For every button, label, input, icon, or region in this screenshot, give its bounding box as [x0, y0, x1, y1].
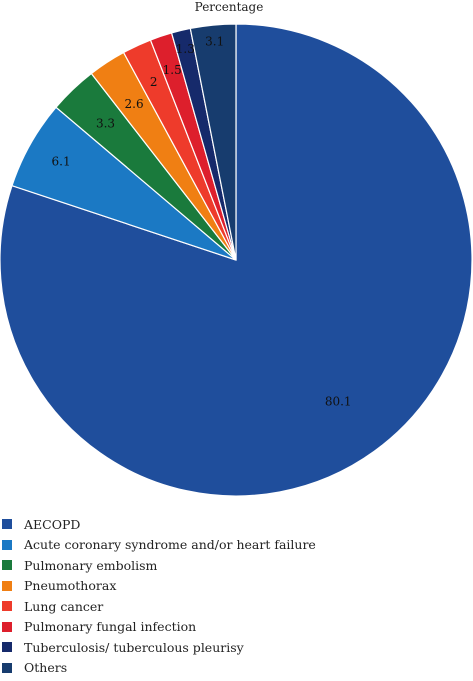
legend-item: Pneumothorax [2, 576, 316, 597]
legend-swatch [2, 601, 12, 612]
legend-item: Pulmonary fungal infection [2, 617, 316, 638]
pie-slices [0, 23, 473, 497]
chart-title: Percentage [195, 0, 264, 14]
legend-item: Lung cancer [2, 596, 316, 617]
legend-item: Pulmonary embolism [2, 555, 316, 576]
legend-swatch [2, 560, 12, 571]
legend-item: Tuberculosis/ tuberculous pleurisy [2, 637, 316, 658]
legend-swatch [2, 642, 12, 653]
legend-label: Lung cancer [24, 598, 104, 614]
legend-label: AECOPD [24, 516, 81, 532]
legend-item: Others [2, 658, 316, 679]
pie-data-labels: 80.1 6.1 3.3 2.6 2 1.5 1.3 3.1 [52, 35, 352, 409]
legend-swatch [2, 662, 12, 673]
pie-slice-8 [189, 23, 237, 261]
legend-label: Acute coronary syndrome and/or heart fai… [24, 537, 316, 553]
legend-label: Others [24, 660, 68, 676]
legend-swatch [2, 519, 12, 530]
data-label-8: 3.1 [205, 35, 224, 49]
data-label-2: 6.1 [52, 155, 71, 169]
legend-swatch [2, 580, 12, 591]
legend-item: Acute coronary syndrome and/or heart fai… [2, 535, 316, 556]
legend: AECOPD Acute coronary syndrome and/or hea… [2, 514, 316, 678]
pie-chart: Percentage 80.1 6.1 3.3 2.6 2 1.5 1.3 3.1 [0, 0, 473, 497]
data-label-6: 1.5 [163, 63, 182, 77]
data-label-3: 3.3 [96, 117, 115, 131]
legend-label: Pneumothorax [24, 578, 117, 594]
legend-label: Tuberculosis/ tuberculous pleurisy [24, 639, 244, 655]
data-label-5: 2 [150, 75, 158, 89]
legend-label: Pulmonary fungal infection [24, 619, 197, 635]
legend-swatch [2, 539, 12, 550]
data-label-7: 1.3 [176, 42, 195, 56]
legend-item: AECOPD [2, 514, 316, 535]
legend-label: Pulmonary embolism [24, 557, 158, 573]
data-label-1: 80.1 [325, 395, 352, 409]
legend-swatch [2, 621, 12, 632]
data-label-4: 2.6 [125, 97, 144, 111]
